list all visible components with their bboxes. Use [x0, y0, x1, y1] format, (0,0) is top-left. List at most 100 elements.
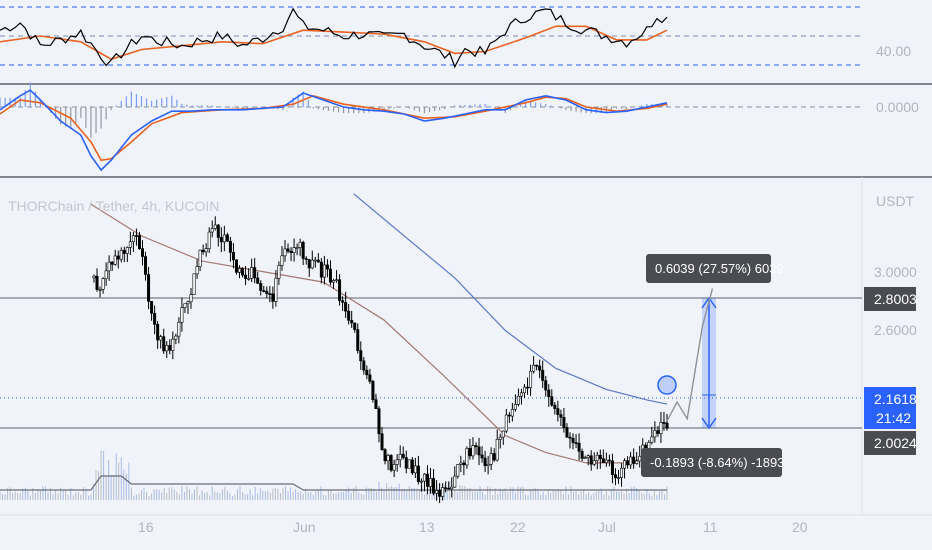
candle-body [492, 453, 496, 461]
candle-body [507, 414, 511, 417]
candle-body [519, 392, 523, 397]
macd-signal-line [0, 94, 668, 162]
candle-body [253, 267, 257, 279]
candle-body [140, 248, 144, 257]
measure-arrow-down-icon [701, 417, 717, 430]
candle-body [601, 458, 605, 463]
current-price-tag [864, 387, 916, 429]
candle-body [480, 454, 484, 459]
candle-body [580, 450, 584, 459]
candle-body [459, 462, 463, 465]
candle-body [450, 486, 454, 490]
candle-body [538, 365, 542, 371]
candle-body [313, 259, 317, 262]
candle-body [122, 250, 126, 254]
candle-body [383, 449, 387, 462]
candle-body [547, 389, 551, 397]
macd-level-label: 0.0000 [876, 99, 919, 115]
candle-body [483, 457, 487, 467]
candle-body [165, 345, 169, 352]
candle-body [222, 234, 226, 243]
candle-body [435, 490, 439, 494]
candle-body [413, 465, 417, 474]
candle-body [392, 464, 396, 471]
candle-body [444, 487, 448, 489]
candle-body [277, 265, 281, 279]
candle-body [298, 241, 302, 248]
candle-body [501, 430, 505, 438]
candle-body [471, 445, 475, 457]
candle-body [574, 442, 578, 444]
candle-body [234, 259, 238, 273]
candle-body [650, 436, 654, 443]
candle-body [468, 448, 472, 457]
time-tick-label: 13 [419, 519, 435, 535]
time-tick-label: 20 [792, 519, 808, 535]
candle-body [598, 454, 602, 459]
candle-body [271, 293, 275, 302]
candle-body [265, 290, 269, 294]
downside-callout-text: -0.1893 (-8.64%) -1893 [650, 455, 784, 470]
candle-body [432, 478, 436, 494]
candle-body [289, 250, 293, 253]
candle-body [168, 345, 172, 351]
rsi-pane [0, 7, 668, 69]
candle-body [371, 381, 375, 400]
candle-body [553, 404, 557, 409]
candle-body [586, 455, 590, 458]
candle-body [568, 436, 572, 439]
time-tick-label: Jun [293, 519, 316, 535]
candle-body [565, 427, 569, 438]
candle-body [344, 302, 348, 312]
candle-body [398, 453, 402, 461]
candle-body [632, 456, 636, 464]
candle-body [101, 278, 105, 290]
candle-body [238, 268, 242, 273]
candle-body [335, 279, 339, 281]
rsi-signal-line [0, 25, 668, 61]
candle-body [526, 386, 530, 389]
candle-body [322, 264, 326, 278]
candle-body [295, 247, 299, 249]
candle-body [386, 455, 390, 462]
candle-body [195, 266, 199, 275]
candle-body [125, 247, 129, 254]
price-candles [92, 216, 669, 504]
candle-body [368, 374, 372, 382]
candle-body [441, 487, 445, 497]
candle-body [319, 261, 323, 278]
candle-body [571, 437, 575, 443]
candle-body [350, 320, 354, 324]
candle-body [231, 252, 235, 261]
candle-body [280, 255, 284, 266]
candle-body [116, 255, 120, 260]
candle-body [556, 408, 560, 415]
candle-body [389, 455, 393, 471]
candle-body [626, 460, 630, 466]
candle-body [128, 241, 132, 248]
candle-body [653, 430, 657, 438]
candle-body [189, 294, 193, 303]
resistance-price-text: 2.8003 [874, 291, 917, 307]
candle-body [331, 280, 335, 283]
candle-body [665, 422, 669, 429]
measure-arrow-up-icon [701, 296, 717, 309]
candle-body [162, 336, 166, 352]
candle-body [550, 396, 554, 406]
candle-body [110, 261, 114, 265]
support-price-text: 2.0024 [874, 435, 917, 451]
rsi-line [0, 7, 668, 69]
quote-unit-label: USDT [876, 193, 915, 209]
candle-body [559, 414, 563, 418]
candle-body [147, 274, 151, 302]
candle-body [247, 278, 251, 280]
candle-body [620, 467, 624, 478]
candle-body [577, 442, 581, 452]
candle-body [513, 404, 517, 410]
candle-body [216, 224, 220, 238]
candle-body [325, 264, 329, 270]
candle-body [583, 457, 587, 459]
candle-body [456, 464, 460, 477]
